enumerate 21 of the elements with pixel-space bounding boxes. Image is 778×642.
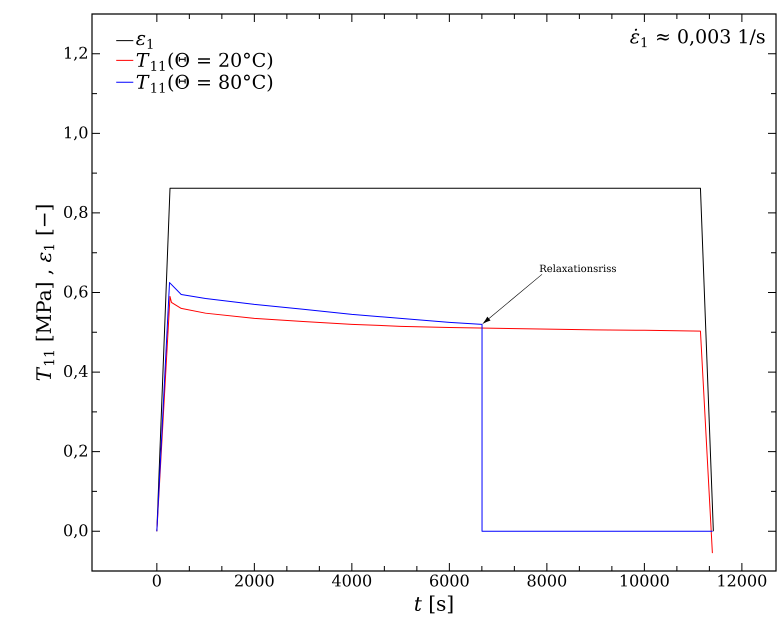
x-axis-title: t [s] <box>414 596 452 614</box>
legend-label: T$_{11}$(Θ = 80°C) <box>136 74 272 93</box>
annotation: Relaxationsriss <box>540 264 616 272</box>
y-axis-title: T$_{11}$ [MPa] , ε$_{1}$ [−] <box>36 205 54 380</box>
y-tick-label: 1,2 <box>64 46 87 61</box>
x-tick-label: 2000 <box>235 574 274 587</box>
y-tick-label: 0,4 <box>64 365 88 380</box>
legend-label: ε$_{1}$ <box>136 34 153 49</box>
y-tick-label: 0,8 <box>64 206 88 220</box>
x-tick-label: 0 <box>152 574 161 587</box>
annotation: ε̇$_{1}$ ≈ 0,003 1/s <box>630 28 765 48</box>
x-tick-label: 8000 <box>528 574 566 587</box>
y-tick-label: 0,2 <box>64 444 87 459</box>
y-tick-label: 1,0 <box>64 126 88 140</box>
x-tick-label: 6000 <box>430 574 469 587</box>
x-tick-label: 10000 <box>620 574 669 587</box>
y-tick-label: 0,6 <box>64 285 88 300</box>
y-tick-label: 0,0 <box>64 524 88 538</box>
legend-label: T$_{11}$(Θ = 20°C) <box>136 52 272 71</box>
x-tick-label: 4000 <box>332 574 372 587</box>
x-tick-label: 12000 <box>718 574 766 587</box>
